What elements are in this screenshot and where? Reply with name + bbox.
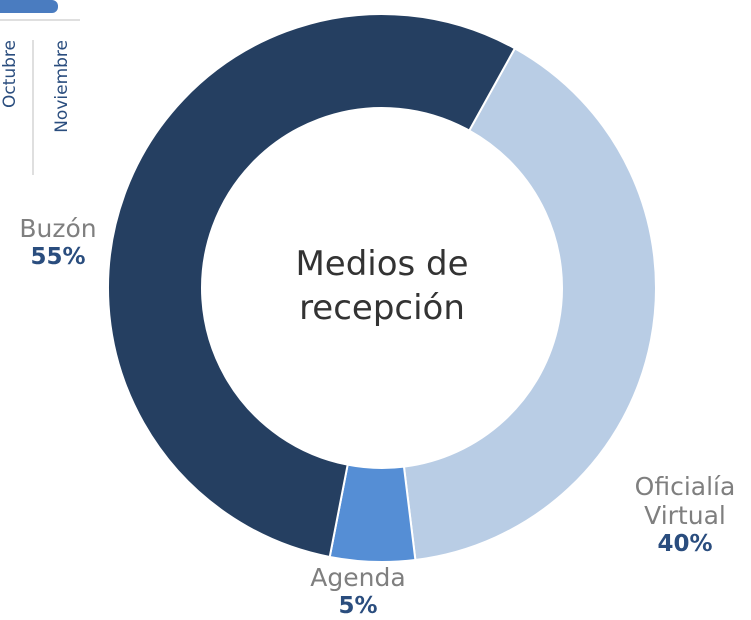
fragment-bar — [0, 0, 58, 13]
value-label: 55% — [30, 244, 86, 270]
category-label: Agenda — [310, 563, 406, 592]
donut-segment — [402, 46, 657, 562]
chart-title: Medios de recepción — [295, 244, 469, 328]
value-label: 40% — [657, 531, 713, 557]
fragment-label: Octubre — [0, 40, 20, 108]
category-label: Buzón — [19, 214, 97, 243]
value-label: 5% — [338, 593, 378, 619]
donut-segment — [107, 13, 517, 559]
segment-label: Agenda 5% — [288, 563, 428, 620]
category-label: Oficialía Virtual — [634, 472, 736, 530]
segment-label: Buzón 55% — [3, 214, 113, 272]
fragment-label: Noviembre — [52, 40, 72, 133]
segment-label: Oficialía Virtual 40% — [620, 472, 750, 559]
